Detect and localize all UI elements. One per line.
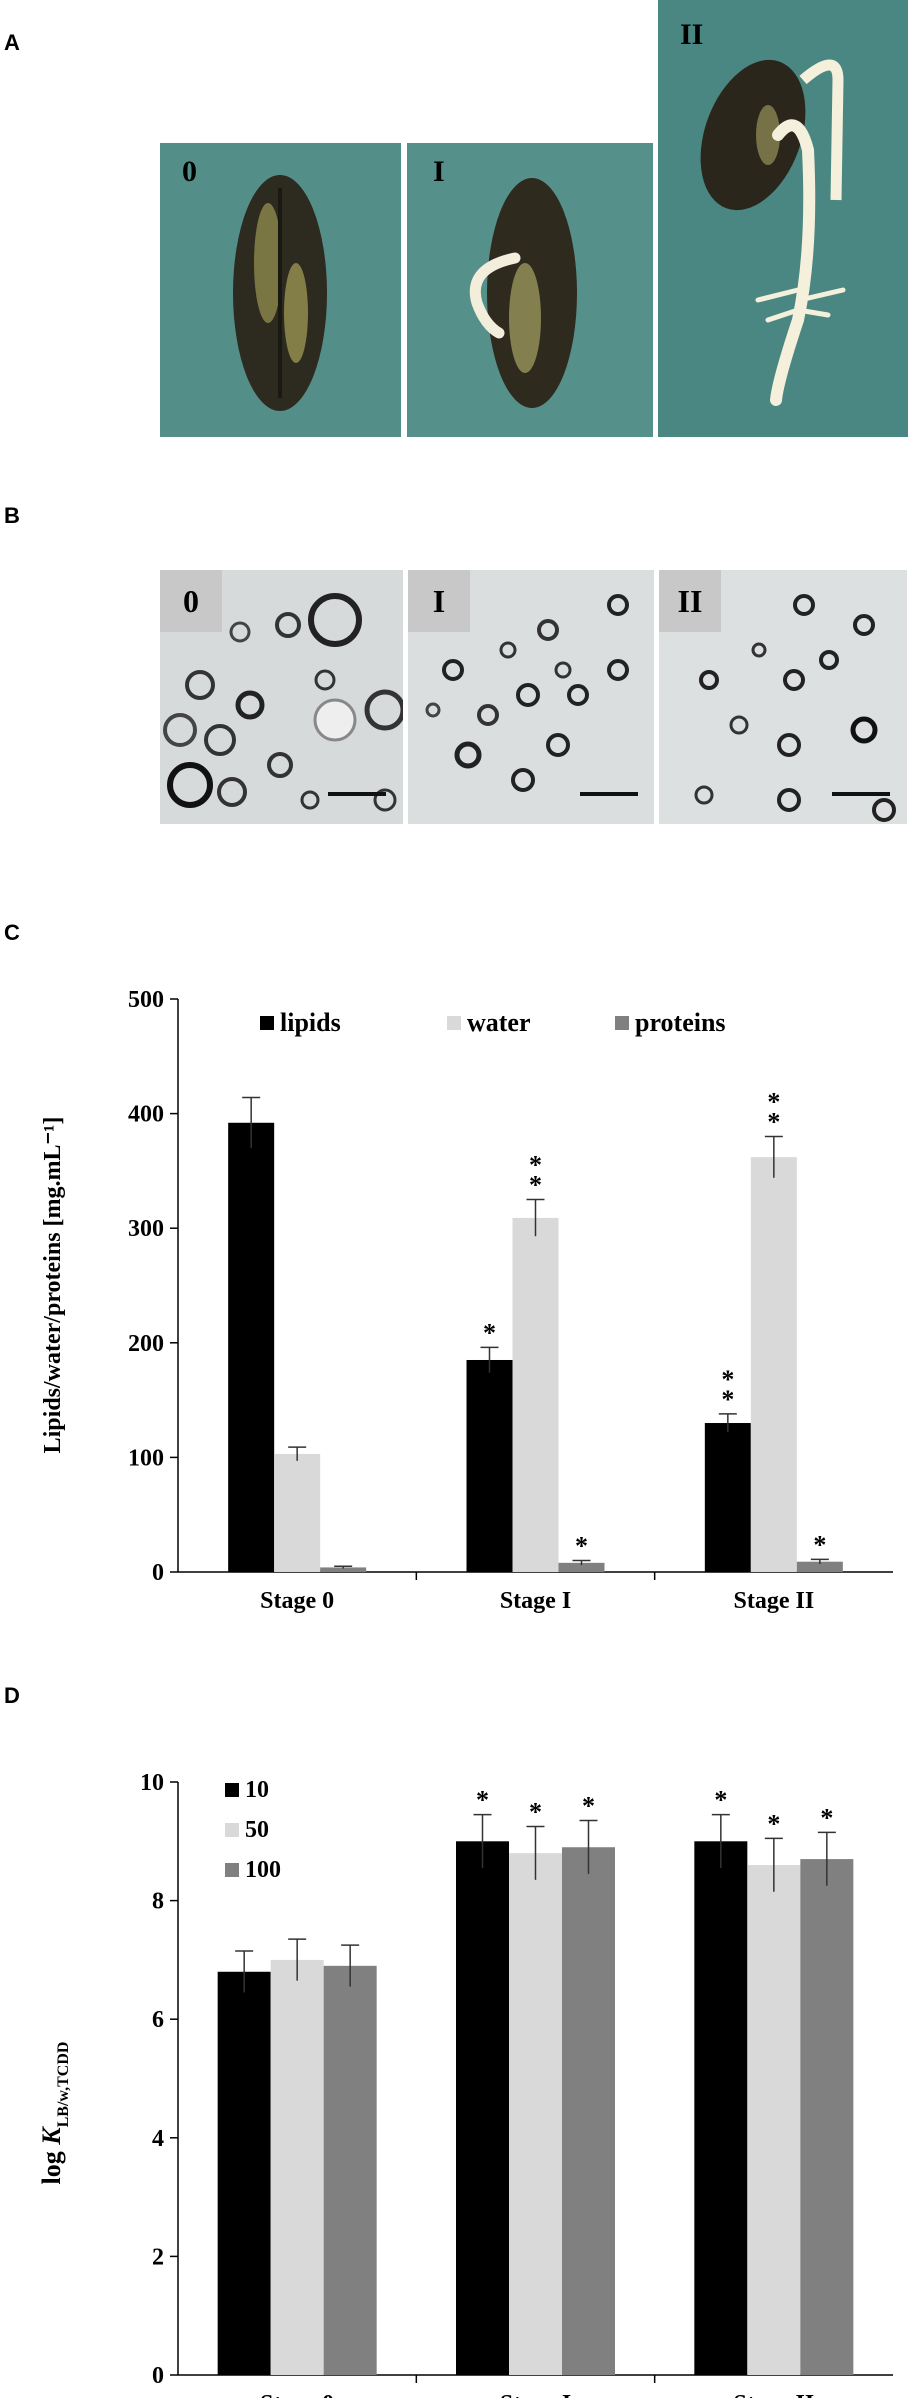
legend-swatch	[225, 1783, 239, 1797]
significance-mark: *	[721, 1385, 734, 1414]
bar-100	[562, 1847, 615, 2375]
y-tick-label: 0	[152, 2363, 164, 2389]
panel-d-letter: D	[4, 1683, 20, 1708]
significance-mark: *	[582, 1792, 595, 1821]
legend-label: proteins	[635, 1008, 726, 1037]
bar-100	[323, 1965, 377, 2375]
micrograph-stage-ii: II	[659, 570, 907, 824]
significance-mark: *	[575, 1532, 588, 1561]
y-tick-label: 0	[152, 1560, 164, 1586]
chart-log-k: 0 2 4 6 8 10 Stage 0 Stage I * * * Stage II * * * log K…	[37, 1770, 893, 2398]
bar-50	[270, 1959, 324, 2375]
x-tick-label: Stage I	[500, 1588, 571, 1614]
significance-mark: *	[820, 1803, 833, 1832]
significance-mark: *	[529, 1171, 542, 1200]
bar-50	[747, 1865, 801, 2375]
y-tick-label: 400	[128, 1102, 164, 1128]
seed-stage-i-image	[469, 178, 577, 408]
bar-50	[509, 1853, 562, 2375]
legend-label: 10	[245, 1777, 269, 1803]
x-tick-label: Stage II	[733, 2391, 814, 2398]
y-tick-label: 6	[152, 2007, 164, 2033]
photo-label-stage-0: 0	[182, 155, 197, 188]
x-tick-label: Stage II	[733, 1588, 814, 1614]
significance-mark: *	[529, 1151, 542, 1180]
seed-photo-stage-i: I	[407, 143, 653, 437]
bar-water	[512, 1217, 559, 1572]
x-tick-label: Stage I	[500, 2391, 571, 2398]
micrograph-label-stage-0: 0	[160, 570, 222, 632]
significance-mark: *	[476, 1786, 489, 1815]
micrograph-stage-i-image	[425, 594, 629, 792]
significance-mark: *	[721, 1365, 734, 1394]
significance-mark: *	[813, 1530, 826, 1559]
seed-photo-stage-ii: II	[658, 0, 908, 437]
scale-bar	[580, 792, 638, 796]
y-tick-label: 8	[152, 1889, 164, 1915]
photo-label-stage-ii: II	[680, 18, 704, 51]
significance-mark: *	[767, 1108, 780, 1137]
scale-bar	[328, 792, 386, 796]
bar-10	[694, 1841, 748, 2375]
bar-10	[217, 1971, 271, 2375]
legend-swatch	[615, 1016, 629, 1030]
y-tick-label: 4	[152, 2126, 164, 2152]
bar-proteins	[320, 1567, 367, 1572]
significance-mark: *	[767, 1088, 780, 1117]
bar-lipids	[704, 1423, 751, 1572]
bar-proteins	[558, 1562, 605, 1572]
significance-mark: *	[529, 1797, 542, 1826]
legend-label: 50	[245, 1817, 269, 1843]
y-tick-label: 100	[128, 1445, 164, 1471]
panel-c-letter: C	[4, 920, 20, 945]
y-tick-label: 10	[140, 1770, 164, 1796]
bar-10	[456, 1841, 509, 2375]
bar-water	[750, 1157, 797, 1572]
legend-swatch	[447, 1016, 461, 1030]
panel-b-letter: B	[4, 503, 20, 528]
legend-swatch	[225, 1863, 239, 1877]
x-tick-label: Stage 0	[260, 2391, 334, 2398]
y-axis-label: Lipids/water/proteins [mg.mL⁻¹]	[40, 1117, 66, 1454]
legend-label: water	[467, 1008, 531, 1037]
significance-mark: *	[714, 1786, 727, 1815]
bar-proteins	[796, 1561, 843, 1572]
micrograph-stage-i: I	[408, 570, 654, 824]
photo-label-stage-i: I	[433, 155, 445, 188]
significance-mark: *	[767, 1809, 780, 1838]
y-tick-label: 500	[128, 987, 164, 1013]
bar-lipids	[466, 1359, 513, 1572]
scale-bar	[832, 792, 890, 796]
micrograph-stage-0-image	[163, 593, 403, 812]
micrograph-label-stage-ii: II	[659, 570, 721, 632]
legend-label: lipids	[280, 1008, 341, 1037]
bar-100	[800, 1859, 854, 2375]
seed-photo-stage-0: 0	[160, 143, 401, 437]
seed-stage-ii-image	[700, 59, 846, 406]
bar-lipids	[228, 1122, 275, 1572]
y-tick-label: 2	[152, 2244, 164, 2270]
micrograph-label-stage-i: I	[408, 570, 470, 632]
y-axis-label: log KLB/w,TCDD	[37, 2042, 72, 2185]
y-tick-label: 300	[128, 1216, 164, 1242]
y-tick-label: 200	[128, 1331, 164, 1357]
significance-mark: *	[483, 1318, 496, 1347]
legend-swatch	[225, 1823, 239, 1837]
legend-swatch	[260, 1016, 274, 1030]
x-tick-label: Stage 0	[260, 1588, 334, 1614]
bar-water	[274, 1453, 321, 1572]
micrograph-stage-ii-image	[694, 594, 896, 822]
legend-label: 100	[245, 1857, 281, 1883]
micrograph-stage-0: 0	[160, 570, 403, 824]
seed-stage-0-image	[233, 175, 327, 411]
panel-a-letter: A	[4, 30, 20, 55]
